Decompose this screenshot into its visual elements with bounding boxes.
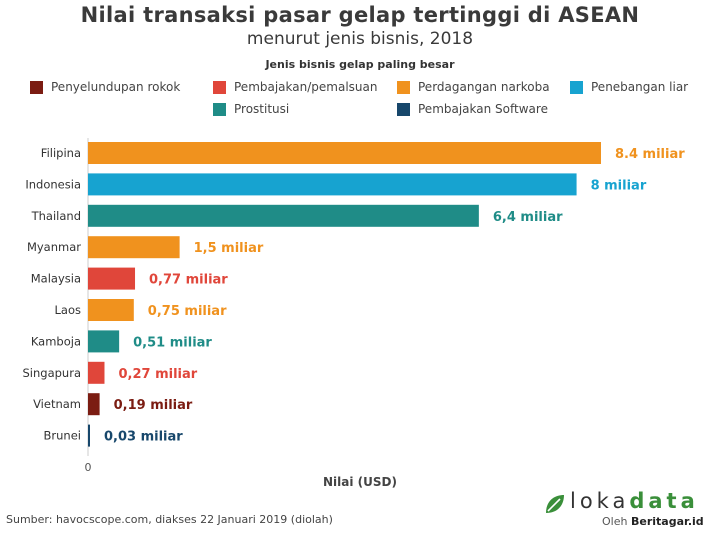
legend-label: Pembajakan/pemalsuan xyxy=(234,80,378,94)
legend-label: Prostitusi xyxy=(234,102,290,116)
category-label: Malaysia xyxy=(31,272,81,286)
x-tick-label: 0 xyxy=(85,461,92,474)
value-label: 1,5 miliar xyxy=(194,241,264,256)
logo-byline-prefix: Oleh xyxy=(602,515,628,528)
bar xyxy=(88,142,601,164)
legend-swatch xyxy=(397,80,410,94)
legend-title: Jenis bisnis gelap paling besar xyxy=(265,58,455,71)
category-label: Thailand xyxy=(31,209,81,223)
logo-byline-brand: Beritagar.id xyxy=(630,515,704,528)
value-label: 0,51 miliar xyxy=(133,335,212,350)
bar xyxy=(88,393,100,416)
value-label: 8 miliar xyxy=(591,178,647,193)
value-label: 0,77 miliar xyxy=(149,273,228,288)
legend-swatch xyxy=(213,102,226,116)
category-label: Vietnam xyxy=(33,397,81,411)
legend-item-penyelundupan-rokok: Penyelundupan rokok xyxy=(30,80,180,94)
bar-chart: Filipina 8.4 miliar Indonesia 8 miliar Thail… xyxy=(23,138,685,489)
legend-label: Penyelundupan rokok xyxy=(51,80,181,94)
legend-item-pembajakan-software: Pembajakan Software xyxy=(397,102,548,116)
legend-item-penebangan-liar: Penebangan liar xyxy=(570,80,688,94)
value-label: 0,03 miliar xyxy=(104,430,183,445)
bar xyxy=(88,236,180,259)
category-label: Filipina xyxy=(41,146,81,160)
bar xyxy=(88,299,134,321)
legend-swatch xyxy=(213,80,226,94)
bar xyxy=(88,267,136,290)
x-axis-label: Nilai (USD) xyxy=(323,475,397,489)
logo-wordmark-plain: loka xyxy=(570,489,630,513)
legend: Penyelundupan rokok Pembajakan/pemalsuan… xyxy=(0,78,720,122)
legend-item-perdagangan-narkoba: Perdagangan narkoba xyxy=(397,80,550,94)
value-label: 0,75 miliar xyxy=(148,304,227,319)
legend-swatch xyxy=(570,80,583,94)
lokadata-leaf-icon xyxy=(546,495,564,513)
value-label: 6,4 miliar xyxy=(493,210,563,225)
category-label: Kamboja xyxy=(31,334,81,348)
legend-swatch xyxy=(397,102,410,116)
logo-wordmark-accent: data xyxy=(629,489,699,513)
legend-swatch xyxy=(30,80,43,94)
bar xyxy=(88,204,479,227)
legend-label: Penebangan liar xyxy=(591,80,689,94)
chart-subtitle: menurut jenis bisnis, 2018 xyxy=(246,29,474,49)
category-label: Laos xyxy=(55,303,81,317)
lokadata-logo: lokadata Oleh Beritagar.id xyxy=(544,489,714,535)
bar xyxy=(88,424,90,447)
category-label: Myanmar xyxy=(27,240,81,254)
value-label: 8.4 miliar xyxy=(615,147,685,162)
value-label: 0,27 miliar xyxy=(118,367,197,382)
bar xyxy=(88,173,577,196)
legend-label: Pembajakan Software xyxy=(418,102,548,116)
logo-wordmark: lokadata xyxy=(570,489,699,513)
category-label: Brunei xyxy=(44,429,81,443)
bar xyxy=(88,330,120,353)
bar xyxy=(88,361,105,384)
value-label: 0,19 miliar xyxy=(114,398,193,413)
legend-item-prostitusi: Prostitusi xyxy=(213,102,289,116)
category-label: Singapura xyxy=(23,366,82,380)
category-label: Indonesia xyxy=(25,177,81,191)
source-note: Sumber: havocscope.com, diakses 22 Janua… xyxy=(6,513,333,526)
logo-byline: Oleh Beritagar.id xyxy=(602,515,704,528)
legend-label: Perdagangan narkoba xyxy=(418,80,550,94)
chart-title: Nilai transaksi pasar gelap tertinggi di… xyxy=(80,3,640,27)
legend-item-pembajakan-pemalsuan: Pembajakan/pemalsuan xyxy=(213,80,377,94)
